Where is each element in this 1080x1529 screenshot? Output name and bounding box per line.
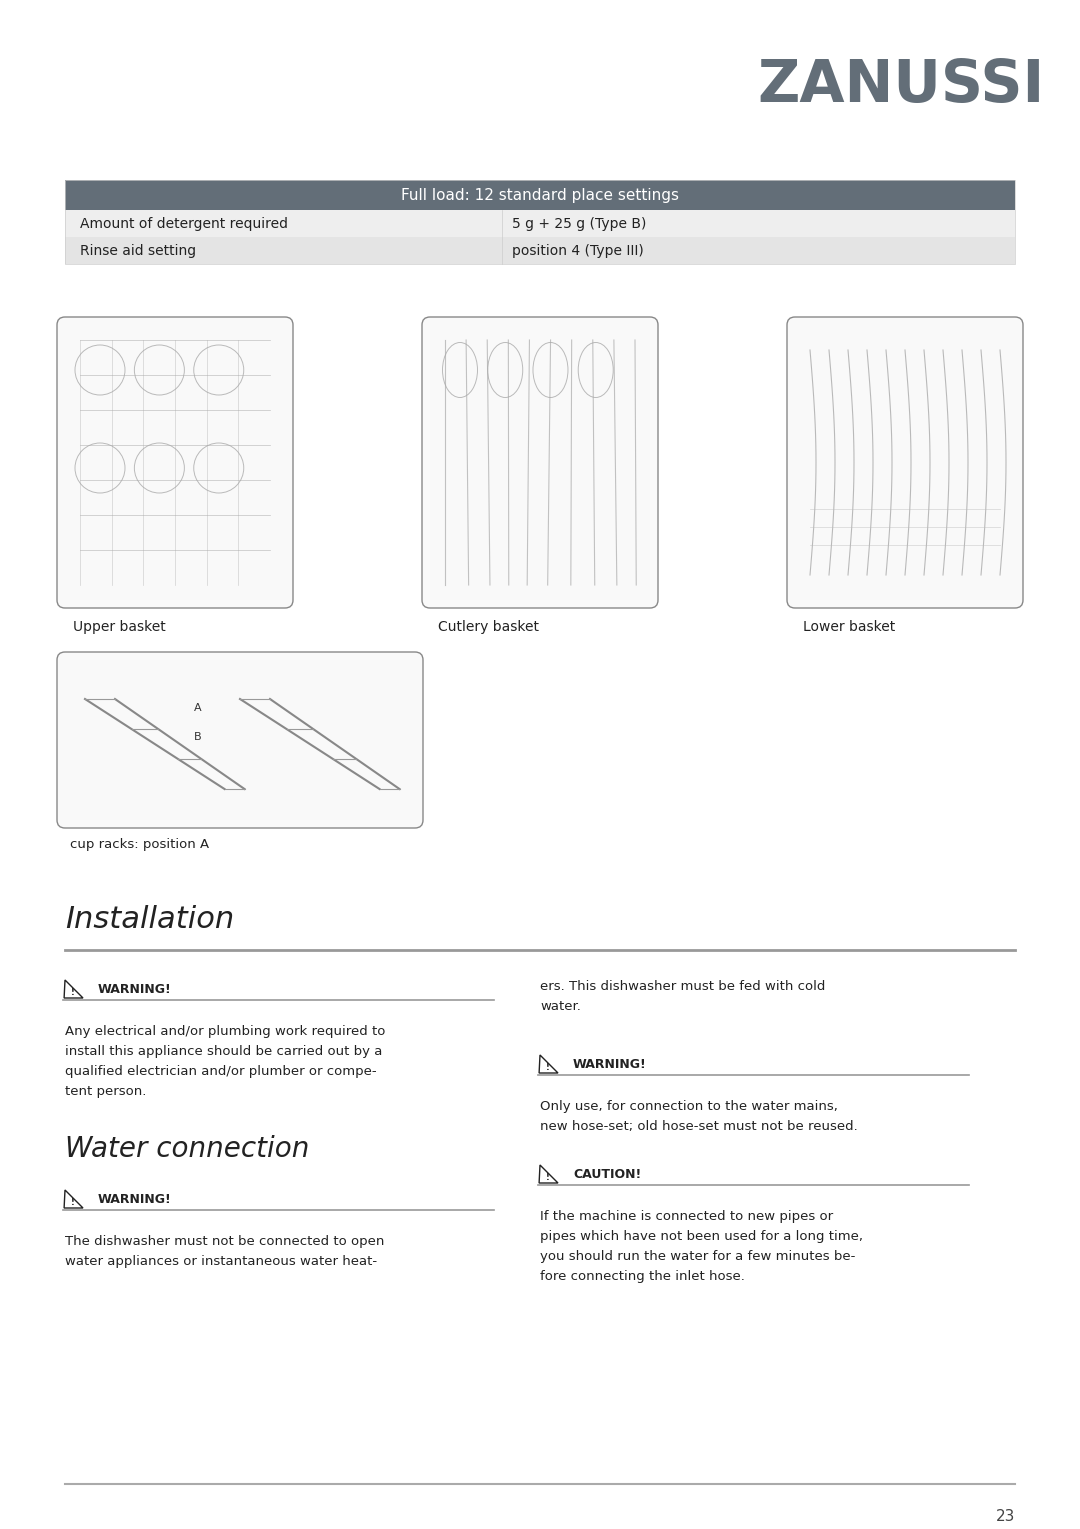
Text: CAUTION!: CAUTION! xyxy=(573,1168,642,1180)
FancyBboxPatch shape xyxy=(57,317,293,609)
Text: A: A xyxy=(194,703,202,713)
FancyBboxPatch shape xyxy=(57,651,423,829)
Text: Only use, for connection to the water mains,
new hose-set; old hose-set must not: Only use, for connection to the water ma… xyxy=(540,1099,858,1133)
Text: If the machine is connected to new pipes or
pipes which have not been used for a: If the machine is connected to new pipes… xyxy=(540,1209,863,1283)
Text: !: ! xyxy=(71,988,75,997)
Text: ers. This dishwasher must be fed with cold
water.: ers. This dishwasher must be fed with co… xyxy=(540,980,825,1014)
Text: WARNING!: WARNING! xyxy=(573,1058,647,1070)
Text: 5 g + 25 g (Type B): 5 g + 25 g (Type B) xyxy=(512,217,646,231)
Text: !: ! xyxy=(546,1173,550,1182)
FancyBboxPatch shape xyxy=(65,209,1015,237)
Text: !: ! xyxy=(546,1064,550,1072)
Text: position 4 (Type III): position 4 (Type III) xyxy=(512,243,644,257)
Text: 23: 23 xyxy=(996,1509,1015,1524)
Text: Any electrical and/or plumbing work required to
install this appliance should be: Any electrical and/or plumbing work requ… xyxy=(65,1024,386,1098)
Text: Water connection: Water connection xyxy=(65,1135,309,1164)
FancyBboxPatch shape xyxy=(65,180,1015,209)
Text: Lower basket: Lower basket xyxy=(804,619,895,635)
Text: Amount of detergent required: Amount of detergent required xyxy=(80,217,288,231)
Text: !: ! xyxy=(71,1199,75,1208)
Text: Rinse aid setting: Rinse aid setting xyxy=(80,243,197,257)
Text: Cutlery basket: Cutlery basket xyxy=(438,619,539,635)
Text: B: B xyxy=(194,732,202,742)
FancyBboxPatch shape xyxy=(65,237,1015,265)
Text: Full load: 12 standard place settings: Full load: 12 standard place settings xyxy=(401,188,679,202)
Text: Installation: Installation xyxy=(65,905,234,934)
FancyBboxPatch shape xyxy=(422,317,658,609)
FancyBboxPatch shape xyxy=(787,317,1023,609)
Text: The dishwasher must not be connected to open
water appliances or instantaneous w: The dishwasher must not be connected to … xyxy=(65,1235,384,1268)
Text: Upper basket: Upper basket xyxy=(73,619,165,635)
Text: ZANUSSI: ZANUSSI xyxy=(758,57,1045,113)
Text: WARNING!: WARNING! xyxy=(98,1193,172,1205)
Text: cup racks: position A: cup racks: position A xyxy=(70,838,210,852)
Text: WARNING!: WARNING! xyxy=(98,983,172,995)
